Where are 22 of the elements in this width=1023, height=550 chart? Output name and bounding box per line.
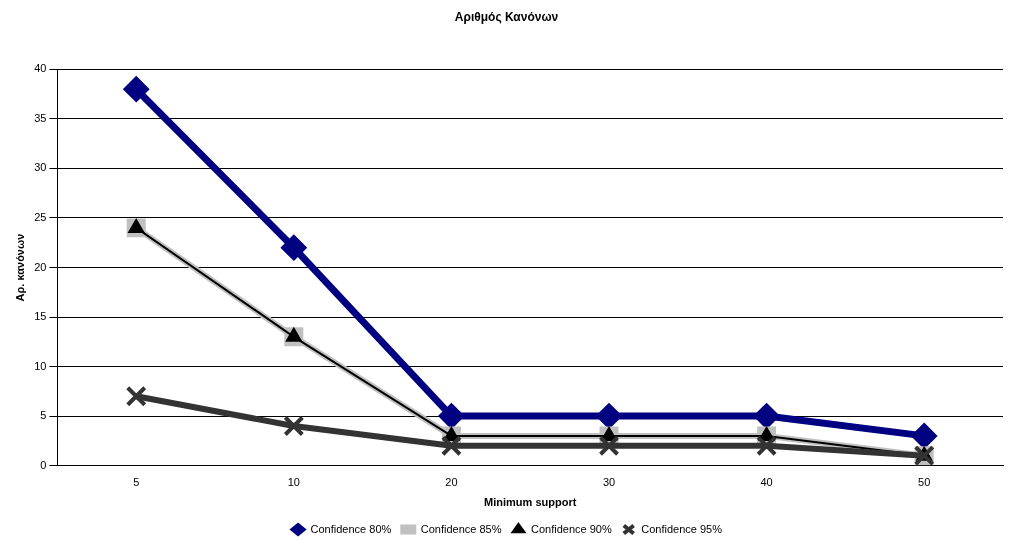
- legend-label: Confidence 85%: [420, 522, 502, 535]
- x-tick-label: 20: [445, 476, 458, 489]
- y-tick-label: 20: [34, 260, 47, 273]
- legend-label: Confidence 80%: [310, 522, 392, 535]
- y-axis-title: Αρ. κανόνων: [13, 233, 26, 302]
- y-tick-label: 40: [34, 62, 47, 75]
- x-tick-label: 50: [918, 476, 931, 489]
- x-tick-label: 5: [133, 476, 140, 489]
- y-tick-label: 30: [34, 161, 47, 174]
- legend-label: Confidence 90%: [531, 522, 612, 535]
- x-tick-label: 30: [602, 476, 616, 489]
- x-axis-title: Minimum support: [484, 496, 577, 509]
- y-tick-label: 35: [34, 111, 47, 124]
- y-tick-label: 0: [40, 458, 47, 471]
- chart-title: Αριθμός Κανόνων: [454, 9, 559, 24]
- y-tick-label: 25: [34, 211, 47, 224]
- legend-label: Confidence 95%: [641, 522, 723, 535]
- y-tick-label: 5: [40, 409, 47, 422]
- x-tick-label: 40: [760, 476, 773, 489]
- y-tick-label: 10: [34, 359, 47, 372]
- x-tick-label: 10: [287, 476, 300, 489]
- y-tick-label: 15: [34, 310, 47, 323]
